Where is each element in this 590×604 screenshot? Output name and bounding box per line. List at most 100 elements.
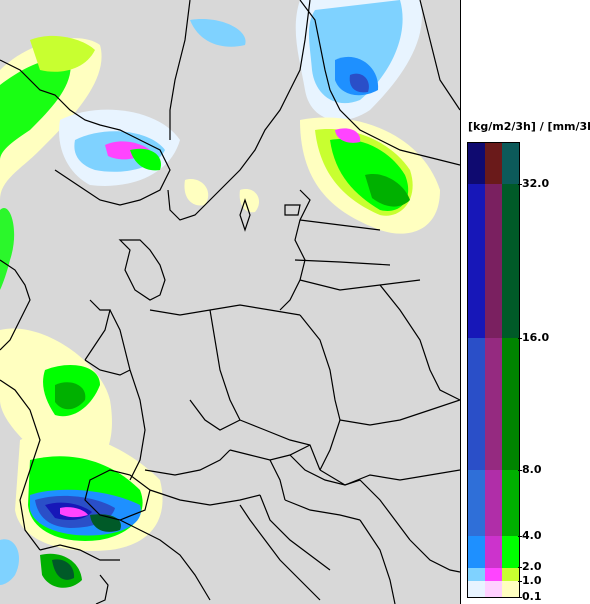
precipitation-legend: [kg/m2/3h] / [mm/3h] 32.0 16.0 8.0 4.0 2.0 1.… xyxy=(462,0,590,604)
precipitation-map[interactable] xyxy=(0,0,461,604)
border-austria-hungary xyxy=(269,459,286,501)
precip-area-norway-lightgreen xyxy=(30,35,95,72)
legend-swatch-blue-2 xyxy=(468,535,485,568)
legend-color-bar xyxy=(467,142,520,598)
precip-area-southwest xyxy=(0,539,20,585)
border-hungary-romania xyxy=(359,479,411,541)
legend-swatch-purple-4 xyxy=(485,338,502,470)
precip-area-south-dark xyxy=(52,559,75,580)
coastline-finland xyxy=(329,89,460,166)
precip-area-scandinavia-blue xyxy=(308,0,403,104)
coastline-adriatic xyxy=(239,504,321,601)
border-poland-ukraine xyxy=(319,419,341,471)
coastline-baltic xyxy=(279,189,311,311)
legend-tick-label: 4.0 xyxy=(522,528,542,542)
precip-area-norway-green xyxy=(0,59,71,160)
legend-swatch-blue-4 xyxy=(468,338,485,470)
legend-swatch-green-2 xyxy=(502,535,519,568)
border-belarus-russia xyxy=(379,284,460,401)
border-estonia-latvia xyxy=(299,219,381,231)
legend-tick-mark xyxy=(518,469,522,471)
legend-swatch-purple-1 xyxy=(485,567,502,582)
border-netherlands-germany xyxy=(109,309,131,371)
legend-swatch-blue-5 xyxy=(468,183,485,339)
precip-area-baltic-yellow xyxy=(239,189,260,213)
legend-swatch-purple-2 xyxy=(485,535,502,568)
legend-tick-label: 32.0 xyxy=(522,176,550,190)
legend-tick-mark xyxy=(518,567,522,569)
legend-tick-mark xyxy=(518,597,522,598)
coastline-denmark xyxy=(118,239,166,301)
precip-area-gulf-yellow xyxy=(184,179,209,206)
coastline-gotland xyxy=(239,198,251,232)
precip-area-france-dark xyxy=(55,382,86,410)
map-canvas xyxy=(0,0,460,604)
border-latvia-lithuania xyxy=(294,259,391,266)
legend-column-purple xyxy=(485,143,502,597)
legend-tick-label: 1.0 xyxy=(522,574,542,588)
legend-tick-label: 16.0 xyxy=(522,331,550,345)
border-germany-austria xyxy=(144,449,231,476)
legend-column-blue xyxy=(468,143,485,597)
legend-tick-mark xyxy=(518,183,522,185)
legend-swatch-green-5 xyxy=(502,183,519,339)
precip-area-finland-magenta xyxy=(335,128,361,143)
coastline-uk xyxy=(0,259,31,351)
legend-swatch-purple-0 xyxy=(485,581,502,597)
precip-layer xyxy=(0,0,440,588)
legend-tick-label: 0.1 xyxy=(522,590,542,603)
border-poland-czech xyxy=(239,419,321,471)
legend-swatch-blue-1 xyxy=(468,567,485,582)
legend-swatch-green-1 xyxy=(502,567,519,582)
border-belarus-ukraine xyxy=(339,399,460,426)
border-poland-belarus xyxy=(299,314,341,421)
legend-swatch-purple-6 xyxy=(485,143,502,184)
legend-swatch-green-0 xyxy=(502,581,519,597)
border-czech-austria xyxy=(229,444,311,461)
border-austria-italy xyxy=(149,489,261,506)
coastline-sweden-east xyxy=(167,0,311,221)
legend-column-green xyxy=(502,143,519,597)
border-serbia xyxy=(359,519,396,604)
coastline-norway xyxy=(0,59,171,206)
coastline-france-west xyxy=(0,379,41,551)
legend-swatch-purple-3 xyxy=(485,469,502,536)
legend-swatch-blue-0 xyxy=(468,581,485,597)
border-finland-russia xyxy=(419,0,460,111)
border-switzerland xyxy=(84,469,151,521)
legend-tick-label: 2.0 xyxy=(522,560,542,574)
coastline-saaremaa xyxy=(284,204,301,216)
legend-swatch-blue-6 xyxy=(468,143,485,184)
precip-area-scandinavia-dark xyxy=(349,73,369,93)
coastline-corsica xyxy=(95,574,109,604)
border-romania-bulgaria xyxy=(409,539,460,573)
legend-swatch-purple-5 xyxy=(485,183,502,339)
precip-area-west-norway xyxy=(0,208,15,290)
border-germany-czech xyxy=(189,399,241,431)
coastline-netherlands xyxy=(84,299,111,361)
coastline-italy-north xyxy=(119,519,211,601)
precip-area-skagerrak-green xyxy=(130,148,161,171)
coastline-france-south xyxy=(39,544,120,561)
border-slovenia-croatia xyxy=(259,494,331,571)
border-ukraine-romania xyxy=(319,469,460,486)
legend-tick-mark xyxy=(518,338,522,340)
coastline-germany-poland xyxy=(149,304,301,316)
legend-swatch-green-3 xyxy=(502,469,519,536)
precip-area-alps-magenta xyxy=(60,507,88,518)
border-finland-sweden xyxy=(299,0,331,91)
legend-swatch-green-6 xyxy=(502,143,519,184)
border-hungary-croatia xyxy=(284,499,361,521)
border-lithuania-belarus xyxy=(299,279,421,291)
border-norway-sweden xyxy=(169,0,191,140)
border-belgium-france xyxy=(84,359,131,376)
legend-swatch-blue-3 xyxy=(468,469,485,536)
border-france-germany xyxy=(129,369,146,481)
legend-unit-label: [kg/m2/3h] / [mm/3h] xyxy=(468,120,590,133)
precip-area-finland-dark xyxy=(365,174,410,207)
legend-swatch-green-4 xyxy=(502,338,519,470)
legend-tick-mark xyxy=(518,581,522,583)
precip-area-north-top xyxy=(190,19,246,47)
borders-layer xyxy=(0,0,460,604)
legend-tick-label: 8.0 xyxy=(522,462,542,476)
